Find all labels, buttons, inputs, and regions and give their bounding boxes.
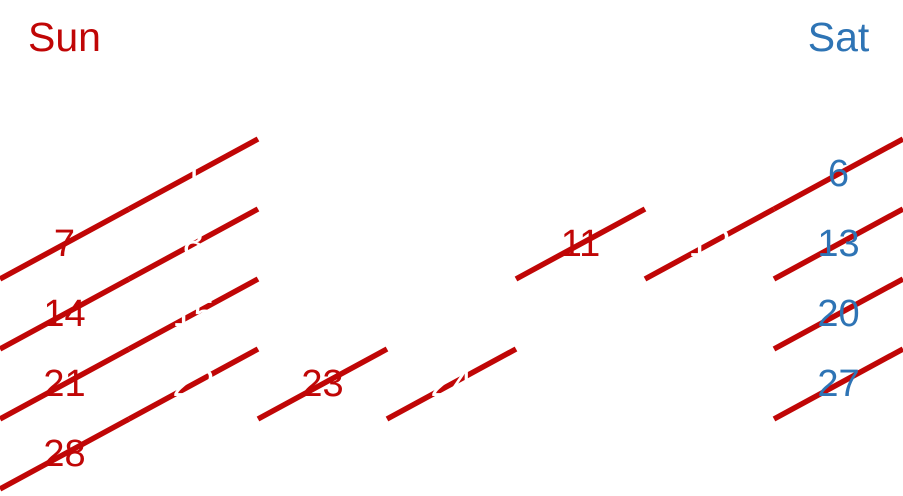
strikethrough-line-day-22	[127, 346, 260, 422]
day-15: 15	[172, 293, 215, 335]
weekday-header-thu: Thu	[545, 13, 616, 60]
day-24: 24	[430, 363, 473, 405]
strikethrough-line-day-7	[0, 206, 131, 282]
day-28: 28	[43, 433, 86, 475]
weekday-header-sun: Sun	[28, 13, 101, 60]
strikethrough-line-day-21	[0, 346, 131, 422]
day-21: 21	[43, 363, 86, 405]
day-5: 5	[698, 153, 721, 195]
weekday-header-sat: Sat	[807, 13, 870, 60]
day-13: 13	[817, 223, 860, 265]
strikethrough-line-day-20	[772, 276, 903, 352]
day-20: 20	[817, 293, 860, 335]
day-27: 27	[817, 363, 860, 405]
strikethrough-line-day-14	[0, 276, 131, 352]
strikethrough-line-day-27	[772, 346, 903, 422]
strikethrough-line-day-23	[256, 346, 389, 422]
day-9: 9	[311, 223, 334, 265]
day-22: 22	[172, 363, 215, 405]
strikethrough-line-day-11	[514, 206, 647, 282]
day-17: 17	[430, 293, 473, 335]
weekday-header-wed: Wed	[409, 13, 494, 60]
day-6: 6	[827, 153, 850, 195]
weekday-header-tue: Tue	[287, 13, 358, 60]
day-16: 16	[301, 293, 344, 335]
strikethrough-line-day-1	[127, 136, 260, 212]
day-18: 18	[559, 293, 602, 335]
weekday-header-mon: Mon	[153, 13, 234, 60]
day-23: 23	[301, 363, 344, 405]
day-2: 2	[311, 153, 334, 195]
day-12: 12	[688, 223, 731, 265]
day-26: 26	[688, 363, 731, 405]
day-4: 4	[569, 153, 592, 195]
day-3: 3	[440, 153, 463, 195]
strikethrough-line-day-13	[772, 206, 903, 282]
day-1: 1	[182, 153, 205, 195]
weekday-header-fri: Fri	[685, 13, 734, 60]
strikethrough-line-day-12	[643, 206, 776, 282]
strikethrough-line-day-15	[127, 276, 260, 352]
day-10: 10	[430, 223, 473, 265]
strikethrough-line-day-28	[0, 416, 131, 492]
day-19: 19	[688, 293, 731, 335]
strikethrough-line-day-6	[772, 136, 903, 212]
day-8: 8	[182, 223, 205, 265]
day-7: 7	[53, 223, 76, 265]
day-14: 14	[43, 293, 86, 335]
day-25: 25	[559, 363, 602, 405]
strikethrough-line-day-24	[385, 346, 518, 422]
strikethrough-line-day-8	[127, 206, 260, 282]
day-11: 11	[560, 223, 601, 265]
